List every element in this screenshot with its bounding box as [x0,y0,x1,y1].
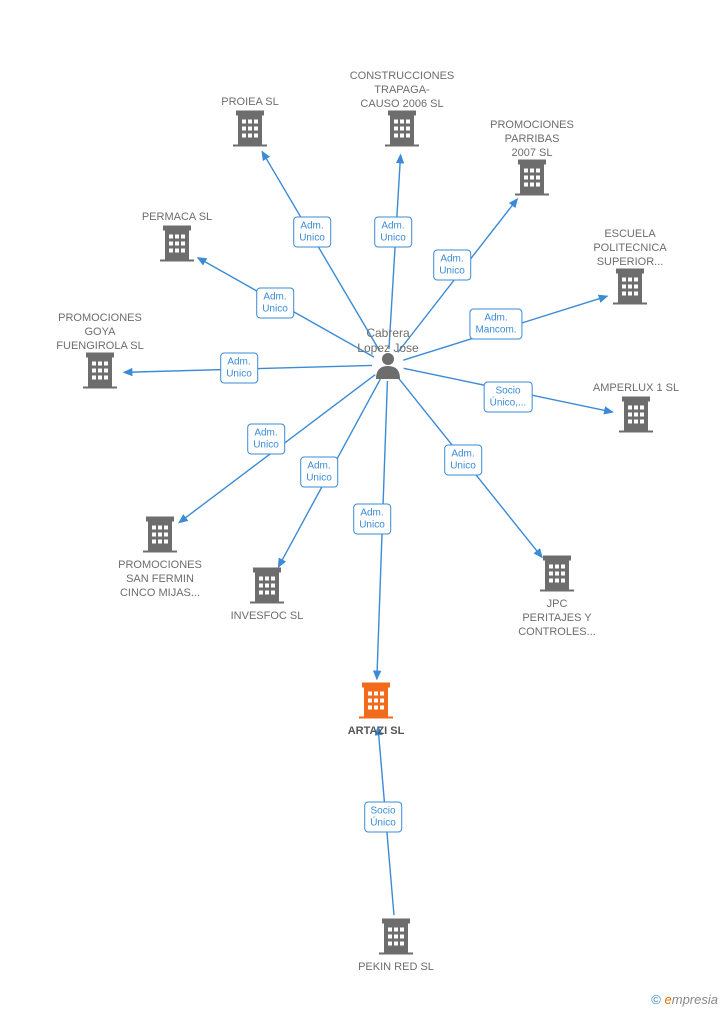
building-node[interactable] [359,683,393,724]
edge-label: Adm. Unico [220,353,258,384]
building-node[interactable] [160,226,194,267]
building-node[interactable] [379,919,413,960]
edge-label: Adm. Unico [293,217,331,248]
node-label: PERMACA SL [107,211,247,225]
building-node[interactable] [613,269,647,310]
node-label: ARTAZI SL [306,725,446,739]
node-label: PEKIN RED SL [326,961,466,975]
building-node[interactable] [515,160,549,201]
brand-letter: e [665,992,672,1007]
building-node[interactable] [619,397,653,438]
node-label: ESCUELA POLITECNICA SUPERIOR... [560,228,700,269]
node-label: CONSTRUCCIONES TRAPAGA- CAUSO 2006 SL [332,70,472,111]
node-label: PROMOCIONES SAN FERMIN CINCO MIJAS... [90,559,230,600]
node-label: PROMOCIONES PARRIBAS 2007 SL [462,119,602,160]
edge-label: Adm. Unico [374,217,412,248]
edge-label: Adm. Unico [247,424,285,455]
node-label: PROIEA SL [180,96,320,110]
building-node[interactable] [233,111,267,152]
building-node[interactable] [540,556,574,597]
edge-label: Adm. Unico [433,250,471,281]
edge-label: Adm. Mancom. [469,309,522,340]
edge-label: Adm. Unico [444,445,482,476]
edge-label: Adm. Unico [256,288,294,319]
node-label: JPC PERITAJES Y CONTROLES... [487,598,627,639]
edge-label: Adm. Unico [353,504,391,535]
building-node[interactable] [385,111,419,152]
building-node[interactable] [83,353,117,394]
center-person-label: Cabrera Lopez Jose [318,326,458,356]
building-node[interactable] [250,568,284,609]
building-node[interactable] [143,517,177,558]
node-label: PROMOCIONES GOYA FUENGIROLA SL [30,312,170,353]
brand-rest: mpresia [672,992,718,1007]
edge-label: Adm. Unico [300,457,338,488]
footer-attribution: © empresia [651,992,718,1007]
copyright-symbol: © [651,992,661,1007]
node-label: INVESFOC SL [197,610,337,624]
edge-label: Socio Único,... [484,382,533,413]
node-label: AMPERLUX 1 SL [566,382,706,396]
edge-label: Socio Único [364,802,402,833]
